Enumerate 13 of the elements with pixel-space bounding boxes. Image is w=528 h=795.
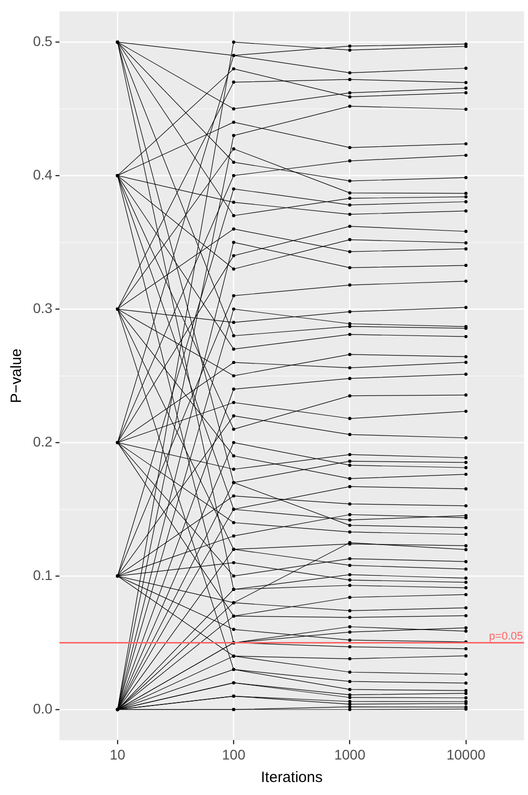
ref-line-label: p=0.05 [489,630,523,642]
y-tick-label: 0.4 [32,166,53,182]
x-tick-label: 1000 [334,746,366,762]
y-tick-label: 0.3 [32,300,53,316]
x-tick-label: 100 [222,746,246,762]
y-tick-label: 0.5 [32,32,53,49]
y-axis-title: P−value [8,348,26,404]
y-tick-label: 0.0 [32,700,53,716]
x-tick-label: 10 [110,746,126,762]
y-tick-label: 0.1 [32,566,53,583]
x-tick-label: 10000 [446,746,486,762]
x-axis-title: Iterations [260,769,323,786]
y-tick-label: 0.2 [32,433,53,450]
